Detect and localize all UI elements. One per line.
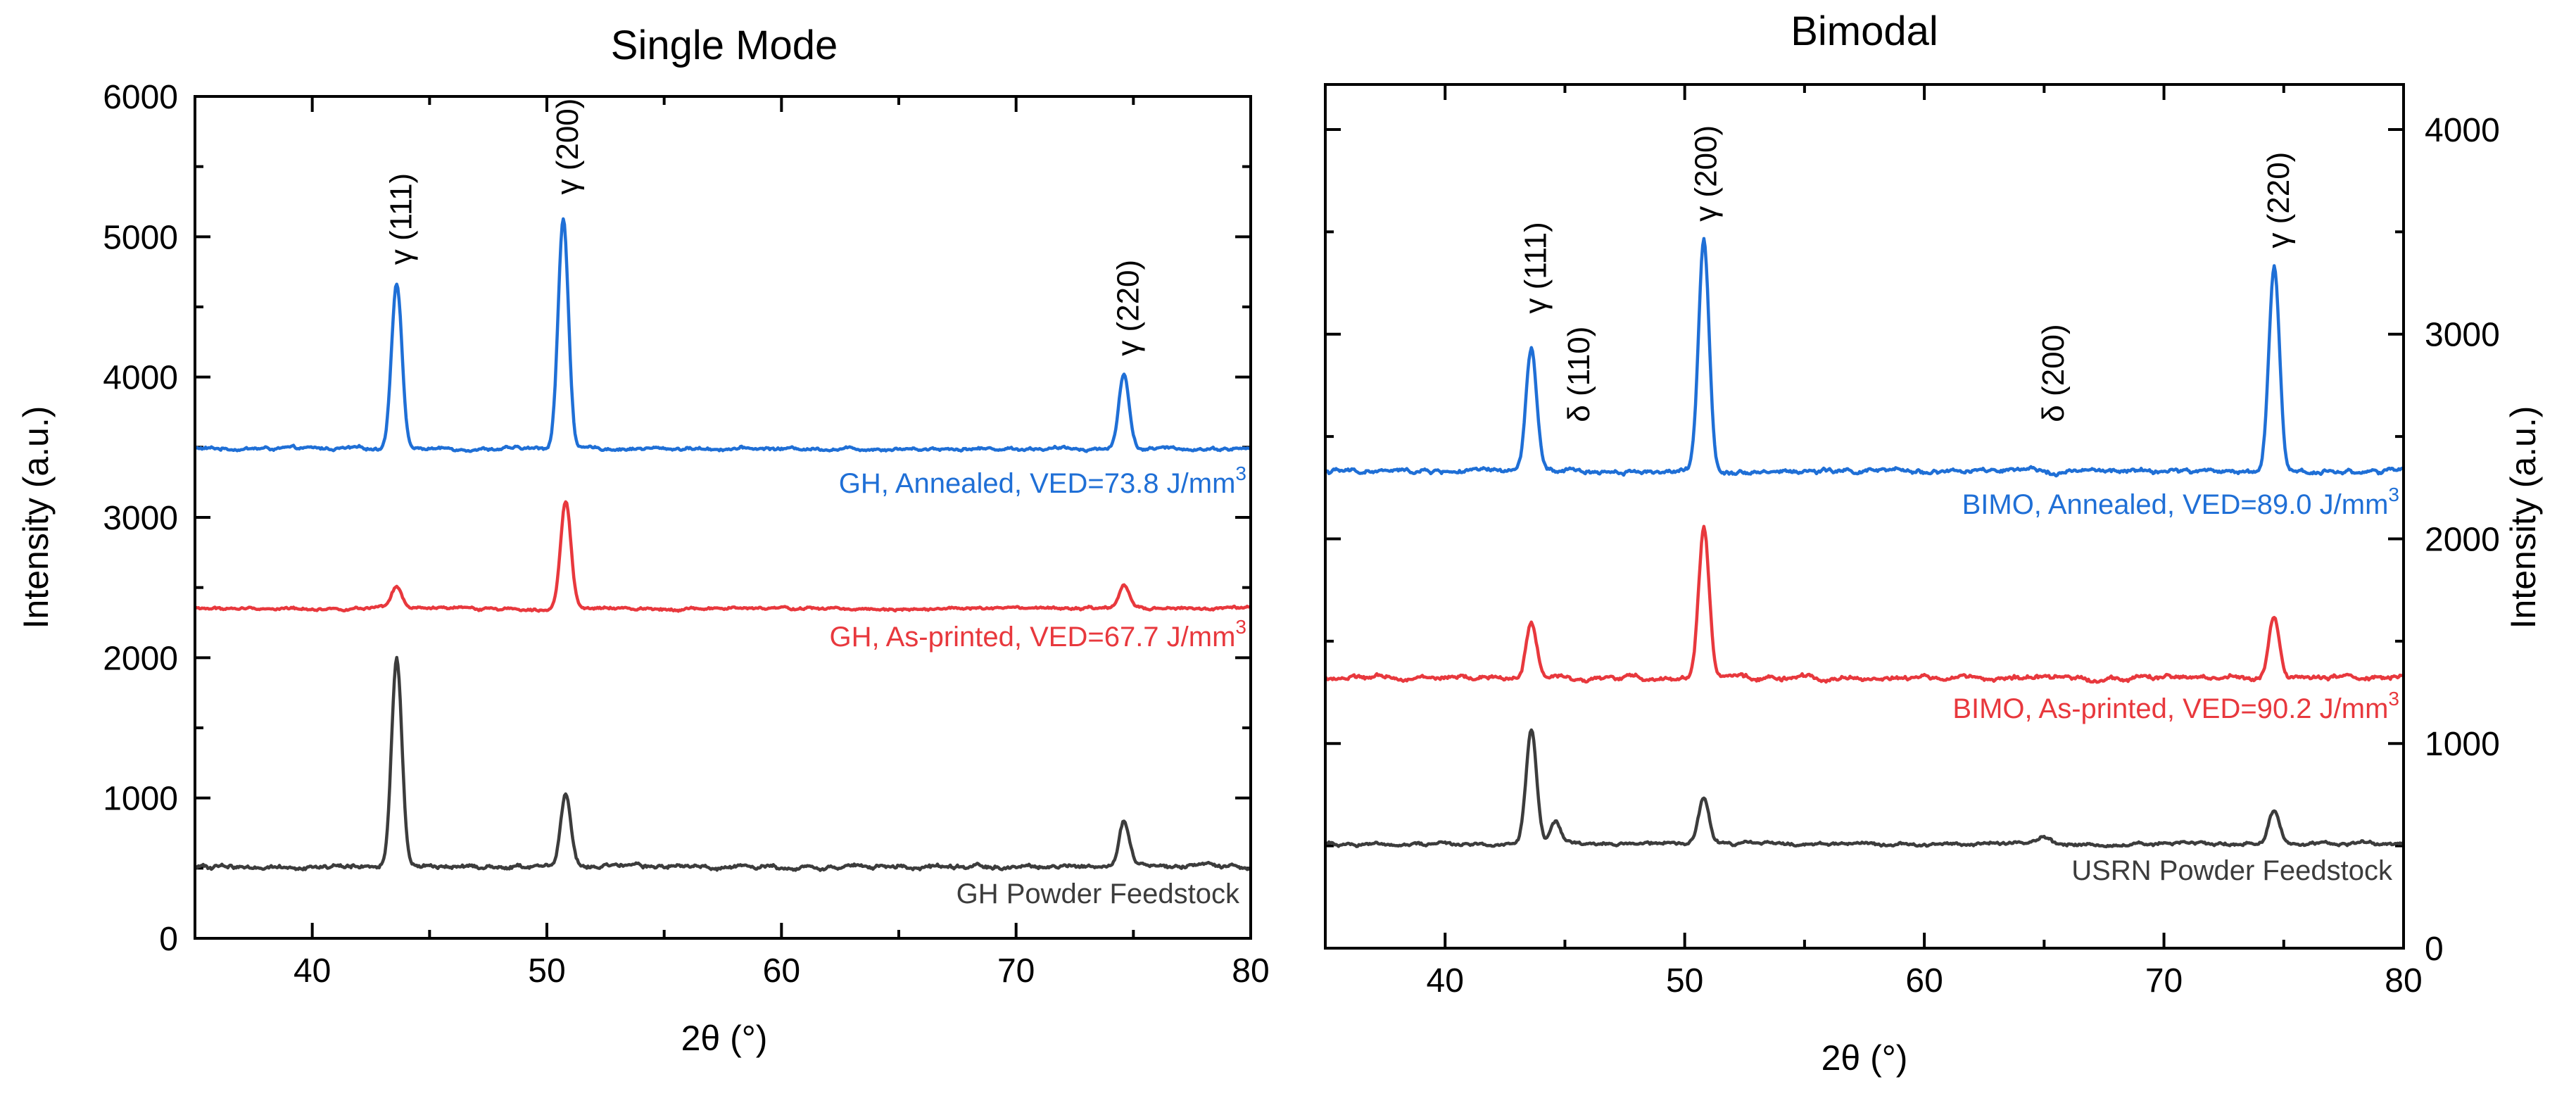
legend-entry: GH, As-printed, VED=67.7 J/mm3	[830, 616, 1246, 653]
y-tick-label: 4000	[103, 360, 178, 397]
x-tick-label: 50	[1666, 962, 1703, 1000]
plot-frame	[194, 95, 1252, 940]
peak-annotation: δ (200)	[2036, 324, 2071, 422]
legend-group: GH, Annealed, VED=73.8 J/mm3 GH, As-print…	[830, 462, 1246, 909]
x-axis-label: 2θ (°)	[1821, 1038, 1908, 1078]
chart-title: Single Mode	[611, 23, 838, 68]
peak-annotation: γ (200)	[550, 99, 585, 195]
chart-title: Bimodal	[1791, 8, 1938, 54]
x-tick-label: 80	[2385, 962, 2422, 1000]
series-line	[1324, 237, 2405, 478]
y-tick-label: 5000	[103, 219, 178, 256]
tick-label-group: 40 50 60 70 800 1000 2000 3000 4000	[1427, 112, 2500, 1000]
tick-group	[194, 95, 1252, 940]
series-group	[194, 217, 1252, 872]
x-tick-label: 50	[528, 952, 565, 990]
legend-entry: BIMO, Annealed, VED=89.0 J/mm3	[1962, 484, 2399, 520]
bimodal-panel: Bimodal 2θ (°) Intensity (a.u.) 40 50 60 70…	[1324, 8, 2543, 1078]
series-line	[194, 217, 1252, 453]
annotation-group: γ (111) δ (110) γ (200) δ (200) γ (220)	[1519, 125, 2296, 422]
peak-annotation: γ (200)	[1688, 125, 1723, 222]
y-tick-label: 1000	[2425, 726, 2500, 763]
y-tick-label: 3000	[2425, 317, 2500, 354]
series-line	[194, 500, 1252, 613]
x-tick-label: 40	[1427, 962, 1464, 1000]
y-tick-label: 2000	[103, 640, 178, 677]
y-tick-label: 2000	[2425, 521, 2500, 558]
x-tick-label: 60	[763, 952, 800, 990]
plot-frame	[1324, 83, 2405, 950]
x-tick-label: 80	[1232, 952, 1269, 990]
y-axis-label: Intensity (a.u.)	[2504, 406, 2543, 629]
annotation-group: γ (111) γ (200) γ (220)	[384, 99, 1145, 356]
legend-entry: BIMO, As-printed, VED=90.2 J/mm3	[1952, 688, 2399, 724]
y-tick-label: 0	[2425, 931, 2444, 968]
peak-annotation: γ (220)	[1111, 260, 1146, 356]
single-mode-panel: Single Mode 2θ (°) Intensity (a.u.) 40 50…	[16, 23, 1270, 1058]
legend-entry: GH Powder Feedstock	[956, 878, 1240, 909]
series-group	[1324, 237, 2405, 849]
legend-group: BIMO, Annealed, VED=89.0 J/mm3 BIMO, As-p…	[1952, 484, 2399, 886]
tick-label-group: 40 50 60 70 80 0 1000 2000 3000 4000 5000 6000	[103, 79, 1269, 990]
y-tick-label: 3000	[103, 500, 178, 537]
y-tick-label: 6000	[103, 79, 178, 116]
x-tick-label: 70	[2145, 962, 2183, 1000]
series-line	[194, 655, 1252, 872]
peak-annotation: δ (110)	[1562, 327, 1596, 422]
peak-annotation: γ (220)	[2261, 152, 2296, 248]
peak-annotation: γ (111)	[1519, 222, 1553, 313]
peak-annotation: γ (111)	[384, 173, 418, 265]
series-line	[1325, 728, 2404, 849]
y-axis-label: Intensity (a.u.)	[16, 406, 56, 629]
y-tick-label: 4000	[2425, 112, 2500, 149]
x-tick-label: 70	[997, 952, 1035, 990]
y-tick-label: 1000	[103, 781, 178, 818]
series-line	[1324, 524, 2404, 684]
x-axis-label: 2θ (°)	[681, 1019, 768, 1058]
legend-entry: USRN Powder Feedstock	[2071, 855, 2393, 886]
x-tick-label: 40	[293, 952, 331, 990]
y-tick-label: 0	[159, 921, 178, 958]
x-tick-label: 60	[1905, 962, 1943, 1000]
legend-entry: GH, Annealed, VED=73.8 J/mm3	[839, 462, 1246, 499]
